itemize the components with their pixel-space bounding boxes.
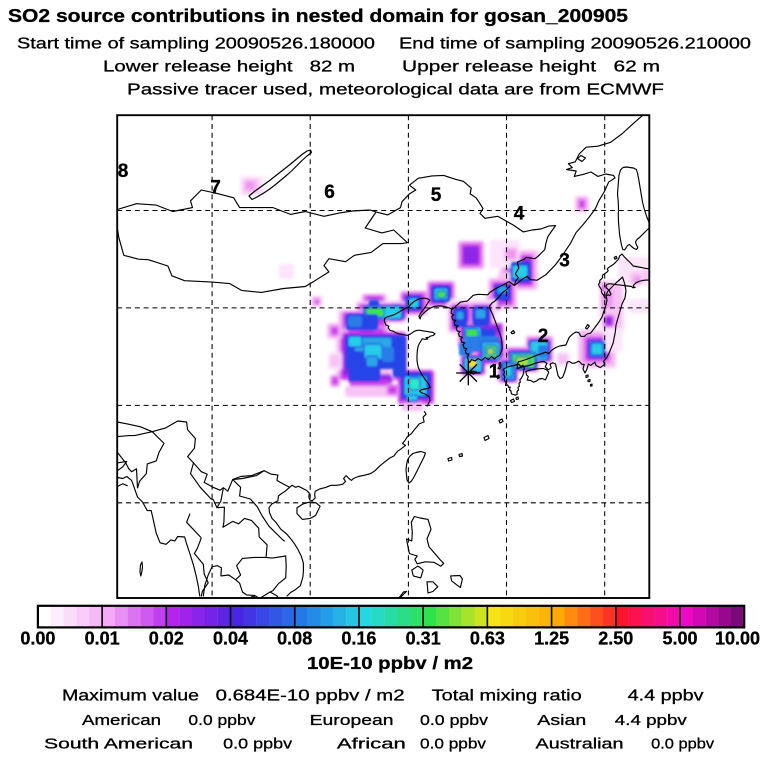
svg-text:0.00: 0.00	[20, 629, 55, 649]
svg-text:African: African	[337, 736, 406, 753]
svg-text:0.04: 0.04	[213, 629, 248, 649]
svg-text:0.0 ppbv: 0.0 ppbv	[223, 736, 293, 753]
svg-text:4: 4	[514, 203, 525, 224]
svg-text:1.25: 1.25	[534, 629, 569, 649]
svg-text:0.31: 0.31	[406, 629, 441, 649]
svg-text:0.0 ppbv: 0.0 ppbv	[420, 712, 489, 729]
svg-text:Total mixing ratio: Total mixing ratio	[432, 688, 582, 705]
svg-text:European: European	[310, 712, 394, 729]
svg-text:0.0 ppbv: 0.0 ppbv	[420, 736, 487, 753]
svg-text:SO2 source contributions in ne: SO2 source contributions in nested domai…	[8, 5, 628, 26]
svg-text:South American: South American	[44, 736, 193, 753]
svg-text:0.684E-10 ppbv / m2: 0.684E-10 ppbv / m2	[216, 688, 405, 705]
svg-text:Lower release height 82 m: Lower release height 82 m	[103, 59, 355, 76]
svg-text:2: 2	[538, 326, 549, 347]
svg-text:End time of sampling 20090526.: End time of sampling 20090526.210000	[399, 36, 751, 53]
svg-text:5.00: 5.00	[662, 629, 697, 649]
svg-text:Upper release height 62 m: Upper release height 62 m	[402, 59, 660, 76]
svg-text:Australian: Australian	[536, 736, 624, 753]
svg-text:0.01: 0.01	[85, 629, 120, 649]
svg-text:0.16: 0.16	[341, 629, 376, 649]
svg-text:0.63: 0.63	[470, 629, 505, 649]
svg-text:Passive tracer used, meteorolo: Passive tracer used, meteorological data…	[127, 82, 664, 99]
svg-text:10.00: 10.00	[715, 629, 760, 649]
svg-text:6: 6	[324, 182, 335, 203]
svg-text:3: 3	[559, 250, 570, 271]
svg-text:0.0 ppbv: 0.0 ppbv	[188, 712, 256, 729]
svg-text:7: 7	[210, 177, 221, 198]
svg-text:8: 8	[118, 161, 129, 182]
svg-text:10E-10 ppbv / m2: 10E-10 ppbv / m2	[307, 653, 473, 673]
svg-text:0.02: 0.02	[149, 629, 184, 649]
svg-text:Start time of sampling 2009052: Start time of sampling 20090526.180000	[17, 36, 375, 53]
svg-text:2.50: 2.50	[598, 629, 633, 649]
svg-text:4.4 ppbv: 4.4 ppbv	[628, 688, 704, 705]
svg-text:4.4 ppbv: 4.4 ppbv	[615, 712, 688, 729]
svg-text:1: 1	[489, 361, 500, 382]
svg-text:American: American	[82, 712, 161, 729]
svg-text:0.0 ppbv: 0.0 ppbv	[651, 736, 715, 753]
svg-text:Maximum value: Maximum value	[62, 688, 199, 705]
svg-text:0.08: 0.08	[277, 629, 312, 649]
svg-text:Asian: Asian	[537, 712, 586, 729]
svg-text:5: 5	[431, 185, 442, 206]
